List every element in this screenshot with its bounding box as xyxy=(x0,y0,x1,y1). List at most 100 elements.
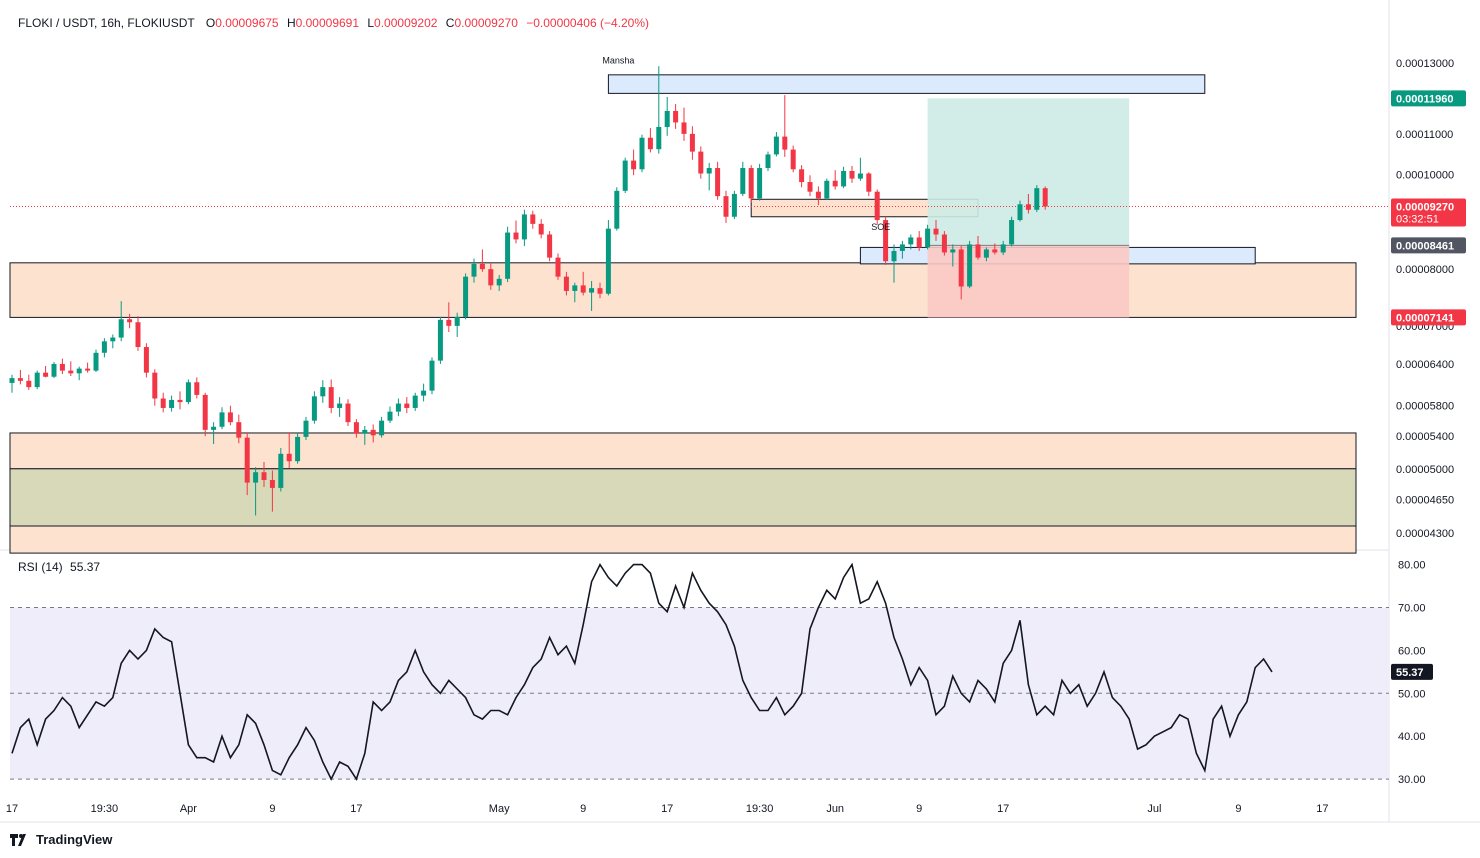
time-tick-label: 9 xyxy=(916,803,922,815)
candle-body xyxy=(311,396,317,421)
demand-zone-band xyxy=(9,432,1357,470)
candle-body xyxy=(152,372,158,399)
time-tick-label: May xyxy=(489,803,510,815)
price-label-text: 0.00009270 xyxy=(1396,202,1454,214)
tradingview-logo[interactable]: TradingView xyxy=(10,832,112,847)
candle-body xyxy=(715,168,721,197)
candle-body xyxy=(992,249,998,253)
price-tick-label: 0.00011000 xyxy=(1396,129,1453,141)
candle-body xyxy=(723,196,729,217)
candle-body xyxy=(194,382,200,395)
price-pane[interactable]: Mansha SOE 0.00013000 0.00011000 0.00010000 0… xyxy=(0,0,1480,823)
candle-body xyxy=(950,249,956,253)
candle-body xyxy=(446,319,452,326)
rsi-title: RSI (14) xyxy=(18,560,63,574)
rsi-tick-label: 60.00 xyxy=(1398,645,1426,657)
candle-body xyxy=(832,180,838,187)
time-tick-label: 9 xyxy=(580,803,586,815)
candle-body xyxy=(757,168,763,199)
tradingview-icon xyxy=(10,833,26,846)
candle-body xyxy=(261,472,267,480)
rsi-tick-label: 80.00 xyxy=(1398,560,1426,572)
time-tick-label: 17 xyxy=(1316,803,1328,815)
candle-body xyxy=(933,228,939,235)
candle-body xyxy=(118,319,124,338)
candle-body xyxy=(941,234,947,253)
candle-body xyxy=(379,420,385,436)
rsi-legend[interactable]: RSI (14) 55.37 xyxy=(18,560,100,574)
candle-body xyxy=(244,437,250,483)
candle-body xyxy=(1034,188,1040,210)
candle-body xyxy=(983,249,989,258)
candle-body xyxy=(59,363,65,371)
price-tick-label: 0.00005400 xyxy=(1396,431,1454,443)
price-label-tag xyxy=(1391,90,1466,107)
candle-body xyxy=(824,180,830,199)
supply-zone-box xyxy=(607,74,1206,94)
candle-body xyxy=(177,399,183,403)
rsi-pane[interactable]: 80.00 70.00 60.00 50.00 40.00 30.00 55.37 xyxy=(10,560,1433,787)
rsi-line xyxy=(11,562,1273,781)
candle-body xyxy=(93,352,99,371)
candle-body xyxy=(597,288,603,294)
candle-body xyxy=(437,319,443,361)
close-value: 0.00009270 xyxy=(454,16,518,30)
symbol-name[interactable]: FLOKI / USDT, 16h, FLOKIUSDT xyxy=(18,16,195,30)
candle-body xyxy=(1009,220,1015,245)
time-tick-label: Jun xyxy=(826,803,844,815)
candle-body xyxy=(530,214,536,224)
open-value: 0.00009675 xyxy=(215,16,279,30)
candle-body xyxy=(622,160,628,191)
candle-body xyxy=(160,398,166,408)
candle-body xyxy=(395,403,401,412)
time-tick-label: 17 xyxy=(350,803,362,815)
candle-body xyxy=(555,257,561,277)
candle-body xyxy=(866,173,872,192)
change-value: −0.00000406 (−4.20%) xyxy=(526,16,649,30)
candle-body xyxy=(219,412,225,427)
candle-body xyxy=(815,191,821,199)
candle-body xyxy=(353,422,359,434)
candle-body xyxy=(278,453,284,488)
annotation-label: Mansha xyxy=(602,55,634,65)
price-tick-label: 0.00004650 xyxy=(1396,495,1454,507)
candle-body xyxy=(505,232,511,279)
price-tick-label: 0.00013000 xyxy=(1396,58,1454,70)
candle-body xyxy=(849,170,855,179)
candle-body xyxy=(513,232,519,240)
candle-body xyxy=(320,387,326,397)
demand-zone-band xyxy=(9,262,1357,318)
high-value: 0.00009691 xyxy=(295,16,360,30)
candle-body xyxy=(337,403,343,408)
rsi-tick-label: 70.00 xyxy=(1398,602,1426,614)
price-label-tag xyxy=(1391,309,1466,326)
candle-body xyxy=(9,378,15,383)
candle-body xyxy=(975,244,981,258)
candle-body xyxy=(185,382,191,403)
time-tick-label: 19:30 xyxy=(746,803,774,815)
candle-body xyxy=(1042,188,1048,207)
brand-name: TradingView xyxy=(36,832,113,847)
candle-body xyxy=(110,337,116,342)
candle-body xyxy=(135,322,141,348)
candle-body xyxy=(681,122,687,134)
candle-body xyxy=(85,368,91,371)
candle-body xyxy=(236,422,242,438)
candle-body xyxy=(782,136,788,150)
demand-zone-band xyxy=(9,468,1357,527)
close-label: C xyxy=(445,16,455,30)
position-target-area xyxy=(927,98,1130,246)
time-axis[interactable]: 17 19:30 Apr 9 17 May 9 17 19:30 Jun 9 17 Jul 9 17 xyxy=(6,803,1329,815)
price-tick-label: 0.00008000 xyxy=(1396,264,1454,276)
candle-body xyxy=(765,154,771,169)
price-label-text: 0.00011960 xyxy=(1396,93,1454,105)
candle-body xyxy=(412,395,418,408)
candle-body xyxy=(362,429,368,434)
annotation-label: SOE xyxy=(871,222,890,232)
candle-body xyxy=(387,411,393,421)
candle-body xyxy=(17,378,23,381)
candle-body xyxy=(740,168,746,194)
candle-body xyxy=(799,169,805,183)
price-label-tag xyxy=(1391,198,1466,227)
